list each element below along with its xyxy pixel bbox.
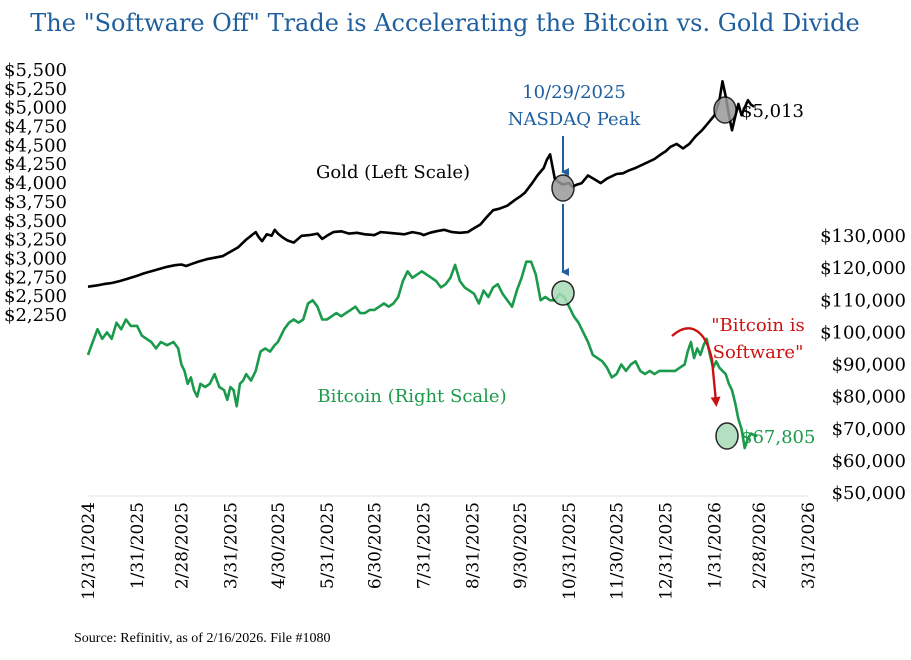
- x-tick-label: 6/30/2025: [365, 502, 385, 589]
- gold-end-value: $5,013: [741, 101, 804, 122]
- left-tick-label: $5,000: [4, 98, 67, 119]
- left-tick-label: $4,250: [4, 154, 67, 175]
- left-tick-label: $3,000: [4, 248, 67, 269]
- x-tick-label: 2/28/2025: [172, 502, 192, 589]
- x-tick-label: 2/28/2026: [750, 502, 770, 589]
- x-tick-label: 7/31/2025: [414, 502, 434, 589]
- left-tick-label: $5,250: [4, 79, 67, 100]
- bitcoin-software-line1: "Bitcoin is: [711, 315, 804, 336]
- left-tick-label: $2,750: [4, 267, 67, 288]
- source-note: Source: Refinitiv, as of 2/16/2026. File…: [74, 631, 331, 646]
- right-tick-label: $80,000: [832, 387, 906, 408]
- left-tick-label: $2,250: [4, 305, 67, 326]
- bitcoin-software-line2: Software": [713, 342, 804, 363]
- x-tick-label: 12/31/2024: [79, 502, 99, 600]
- left-tick-label: $3,750: [4, 192, 67, 213]
- x-tick-label: 1/31/2025: [128, 502, 148, 589]
- right-tick-label: $130,000: [820, 226, 906, 247]
- left-tick-label: $3,500: [4, 211, 67, 232]
- x-tick-label: 4/30/2025: [269, 502, 289, 589]
- x-tick-label: 8/31/2025: [464, 502, 484, 589]
- right-tick-label: $120,000: [820, 258, 906, 279]
- x-tick-label: 10/31/2025: [560, 502, 580, 600]
- x-tick-label: 1/31/2026: [706, 502, 726, 589]
- right-tick-label: $70,000: [832, 419, 906, 440]
- left-axis: $5,500$5,250$5,000$4,750$4,500$4,250$4,0…: [4, 60, 67, 326]
- left-tick-label: $4,750: [4, 117, 67, 138]
- gold-peak-marker: [551, 174, 575, 202]
- right-tick-label: $110,000: [820, 290, 906, 311]
- x-tick-label: 3/31/2025: [221, 502, 241, 589]
- left-tick-label: $3,250: [4, 230, 67, 251]
- x-tick-label: 3/31/2026: [799, 502, 819, 589]
- right-tick-label: $60,000: [832, 451, 906, 472]
- nasdaq-peak-label: NASDAQ Peak: [508, 109, 642, 130]
- x-axis: 12/31/2024 1/31/2025 2/28/2025 3/31/2025 4/3…: [79, 502, 819, 600]
- bitcoin-series-label: Bitcoin (Right Scale): [317, 386, 506, 407]
- x-tick-label: 12/31/2025: [657, 502, 677, 600]
- bitcoin-peak-marker: [551, 280, 575, 306]
- gold-series-line: [87, 80, 755, 288]
- bitcoin-end-value: $67,805: [741, 427, 815, 448]
- left-tick-label: $5,500: [4, 60, 67, 81]
- left-tick-label: $4,000: [4, 173, 67, 194]
- right-tick-label: $50,000: [832, 483, 906, 504]
- right-axis: $130,000 $120,000 $110,000 $100,000 $90,000 $…: [820, 226, 906, 504]
- chart-title: The "Software Off" Trade is Accelerating…: [30, 9, 859, 37]
- nasdaq-peak-date: 10/29/2025: [522, 82, 626, 103]
- bitcoin-series-line: [86, 260, 758, 450]
- bitcoin-software-arrow: [671, 327, 721, 407]
- left-tick-label: $2,500: [4, 286, 67, 307]
- x-tick-label: 5/31/2025: [318, 502, 338, 589]
- x-tick-label: 11/30/2025: [608, 502, 628, 600]
- bitcoin-end-marker: [715, 422, 739, 450]
- right-tick-label: $100,000: [820, 322, 906, 343]
- gold-end-marker: [713, 96, 737, 124]
- gold-series-label: Gold (Left Scale): [316, 162, 470, 183]
- x-tick-label: 9/30/2025: [511, 502, 531, 589]
- right-tick-label: $90,000: [832, 355, 906, 376]
- left-tick-label: $4,500: [4, 135, 67, 156]
